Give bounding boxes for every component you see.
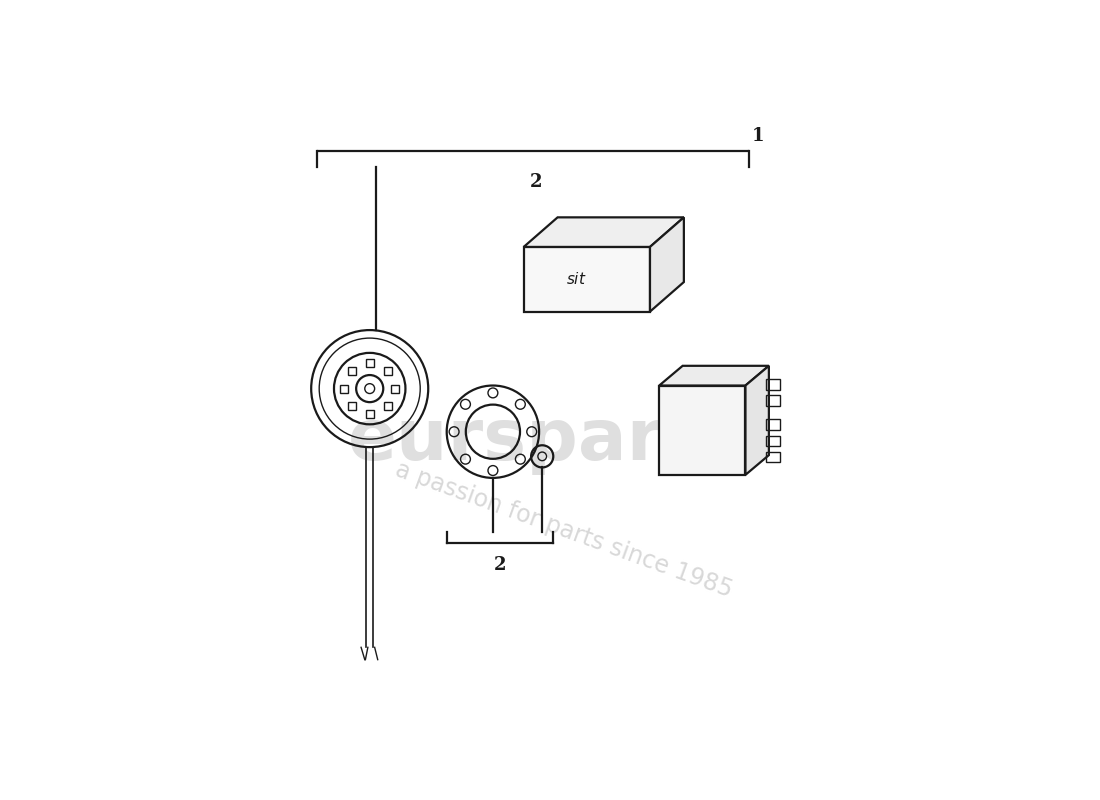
Bar	[767, 379, 780, 390]
Bar	[384, 402, 392, 410]
Bar	[767, 452, 780, 462]
Text: 2: 2	[494, 556, 506, 574]
Bar	[365, 359, 374, 367]
Text: 2: 2	[530, 173, 542, 191]
Bar	[767, 435, 780, 446]
Bar	[348, 402, 356, 410]
Bar	[767, 419, 780, 430]
Bar	[348, 366, 356, 374]
Bar	[390, 385, 399, 393]
Text: a passion for parts since 1985: a passion for parts since 1985	[392, 458, 736, 602]
Bar	[340, 385, 349, 393]
Polygon shape	[650, 218, 684, 311]
Polygon shape	[746, 366, 769, 475]
Bar	[767, 395, 780, 406]
Bar	[384, 366, 392, 374]
Text: 1: 1	[751, 127, 764, 145]
Bar	[524, 247, 650, 311]
Bar	[659, 386, 746, 475]
Text: eurspares: eurspares	[348, 406, 755, 475]
Text: $\mathbf{\mathit{sit}}$: $\mathbf{\mathit{sit}}$	[566, 271, 587, 287]
Polygon shape	[659, 366, 769, 386]
Polygon shape	[524, 218, 684, 247]
Bar	[365, 410, 374, 418]
